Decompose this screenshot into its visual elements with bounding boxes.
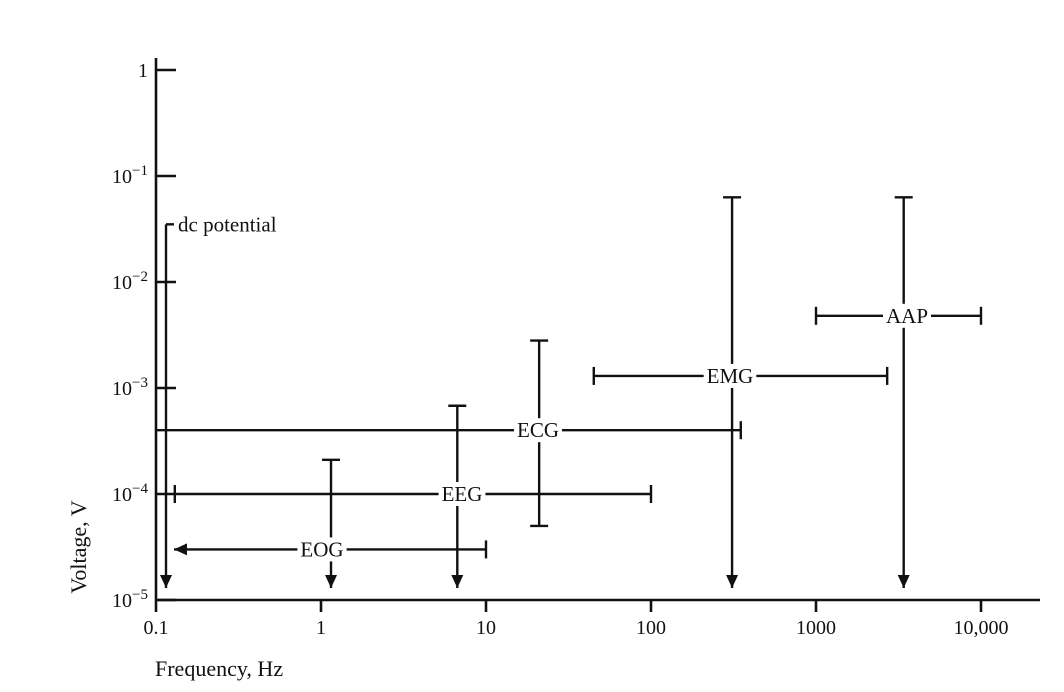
eeg-label: EEG	[442, 482, 483, 506]
y-tick-label: 10−4	[112, 481, 148, 506]
y-tick-label: 10−3	[112, 375, 148, 400]
x-tick-label: 10	[476, 617, 496, 639]
y-tick-label: 10−2	[112, 269, 148, 294]
x-tick-label: 100	[636, 617, 666, 639]
x-axis-label: Frequency, Hz	[155, 656, 283, 681]
y-axis-label: Voltage, V	[66, 500, 91, 593]
y-tick-label: 10−5	[112, 587, 148, 612]
aap-label-background	[882, 303, 932, 328]
eog-label-background	[297, 537, 347, 562]
y-tick-label: 1	[138, 60, 148, 82]
range-aap: AAP	[814, 196, 983, 588]
dc-down-arrow	[160, 575, 172, 588]
eog-frequency-arrow	[174, 543, 187, 556]
range-dc-potential: dc potential	[160, 212, 277, 588]
ecg-label-background	[514, 418, 562, 443]
ecg-label: ECG	[517, 418, 559, 442]
x-tick-label: 1	[316, 617, 326, 639]
axis-labels: Frequency, Hz Voltage, V	[66, 500, 283, 681]
x-tick-label: 10,000	[954, 617, 1009, 639]
emg-label: EMG	[707, 364, 754, 388]
range-eeg: EEG	[173, 404, 653, 588]
signal-ranges: dc potential EOG EEG ECG EMG AAP	[156, 196, 983, 588]
emg-label-background	[703, 363, 757, 388]
eog-label: EOG	[300, 537, 343, 561]
range-eog: EOG	[174, 458, 488, 588]
aap-label: AAP	[886, 304, 928, 328]
dc-label: dc potential	[178, 212, 277, 236]
x-tick-label: 0.1	[144, 617, 169, 639]
emg-voltage-arrow	[726, 575, 739, 588]
x-tick-label: 1000	[796, 617, 836, 639]
range-ecg: ECG	[156, 339, 742, 528]
range-emg: EMG	[592, 196, 889, 588]
axes: 1 10−1 10−2 10−3 10−4 10−5 0.1 1 10 100 1000 10,000	[112, 58, 1040, 639]
eog-voltage-arrow	[325, 575, 338, 588]
aap-voltage-arrow	[897, 575, 910, 588]
y-tick-label: 10−1	[112, 163, 148, 188]
eeg-label-background	[438, 482, 486, 506]
eeg-voltage-arrow	[451, 575, 464, 588]
